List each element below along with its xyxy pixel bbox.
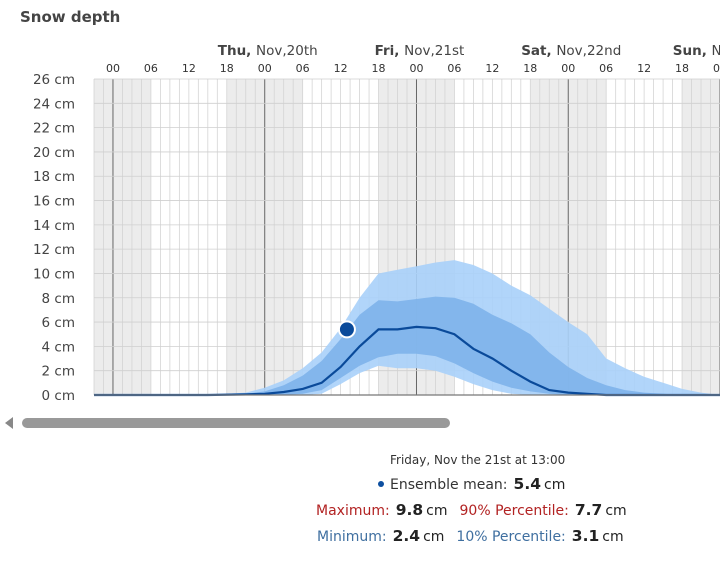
y-tick-label: 12 cm <box>33 242 75 258</box>
y-axis-labels: 0 cm 2 cm 4 cm 6 cm 8 cm 10 cm 12 cm 14 cm 16 cm… <box>33 72 75 404</box>
day-label: Sat, Nov,22nd <box>521 43 621 59</box>
x-hour-label: 00 <box>713 62 720 75</box>
y-tick-label: 6 cm <box>42 315 75 331</box>
horizontal-scrollbar-thumb[interactable] <box>22 418 450 428</box>
x-hour-label: 06 <box>144 62 158 75</box>
y-tick-label: 10 cm <box>33 266 75 282</box>
p90-value: 7.7 <box>574 501 603 519</box>
mean-label: Ensemble mean: <box>390 477 508 493</box>
p10-label: 10% Percentile: <box>456 529 566 545</box>
x-hour-label: 06 <box>296 62 310 75</box>
y-tick-label: 14 cm <box>33 218 75 234</box>
y-tick-label: 20 cm <box>33 145 75 161</box>
y-tick-label: 26 cm <box>33 72 75 88</box>
x-hour-label: 00 <box>561 62 575 75</box>
y-tick-label: 0 cm <box>42 388 75 404</box>
x-hour-label: 12 <box>485 62 499 75</box>
x-hour-label: 18 <box>675 62 689 75</box>
p10-value: 3.1 <box>571 527 600 545</box>
minimum-unit: cm <box>423 529 445 545</box>
tooltip-datetime: Friday, Nov the 21st at 13:00 <box>390 453 566 467</box>
y-tick-label: 22 cm <box>33 121 75 137</box>
tooltip-min-row: Minimum: 2.4 cm 10% Percentile: 3.1 cm <box>317 527 636 545</box>
x-hour-label: 18 <box>220 62 234 75</box>
maximum-label: Maximum: <box>316 503 390 519</box>
x-hour-label: 12 <box>334 62 348 75</box>
mean-value: 5.4 <box>513 475 541 493</box>
day-label: Sun, Nov,23rd <box>673 43 720 59</box>
y-tick-label: 2 cm <box>42 364 75 380</box>
x-hour-label: 06 <box>447 62 461 75</box>
y-tick-label: 18 cm <box>33 169 75 185</box>
p90-unit: cm <box>605 503 627 519</box>
y-tick-label: 8 cm <box>42 291 75 307</box>
mean-unit: cm <box>544 477 566 493</box>
y-tick-label: 24 cm <box>33 96 75 112</box>
scroll-left-arrow-icon[interactable] <box>5 417 13 429</box>
highlight-marker <box>337 320 356 339</box>
x-hour-label: 00 <box>409 62 423 75</box>
x-axis-hour-labels: 0006121800061218000612180006121800061218 <box>106 62 720 75</box>
x-hour-label: 06 <box>599 62 613 75</box>
tooltip-max-row: Maximum: 9.8 cm 90% Percentile: 7.7 cm <box>316 501 639 519</box>
minimum-value: 2.4 <box>392 527 421 545</box>
y-tick-label: 4 cm <box>42 339 75 355</box>
maximum-value: 9.8 <box>395 501 424 519</box>
x-hour-label: 00 <box>106 62 120 75</box>
day-labels: Thu, Nov,20th Fri, Nov,21st Sat, Nov,22nd S… <box>218 43 720 59</box>
x-hour-label: 12 <box>637 62 651 75</box>
tooltip-mean-row: Ensemble mean: 5.4 cm <box>378 475 577 493</box>
snow-depth-chart[interactable]: 0 cm 2 cm 4 cm 6 cm 8 cm 10 cm 12 cm 14 cm 16 cm… <box>0 0 720 410</box>
p10-unit: cm <box>602 529 624 545</box>
x-hour-label: 18 <box>523 62 537 75</box>
day-label: Thu, Nov,20th <box>218 43 318 59</box>
mean-dot-icon <box>378 481 384 487</box>
highlight-point <box>337 320 356 339</box>
x-hour-label: 00 <box>258 62 272 75</box>
chart-title: Snow depth <box>20 8 121 26</box>
y-tick-label: 16 cm <box>33 194 75 210</box>
p90-label: 90% Percentile: <box>459 503 569 519</box>
day-label: Fri, Nov,21st <box>375 43 465 59</box>
x-hour-label: 18 <box>372 62 386 75</box>
x-hour-label: 12 <box>182 62 196 75</box>
p10-p90-area <box>94 296 720 395</box>
maximum-unit: cm <box>426 503 448 519</box>
minimum-label: Minimum: <box>317 529 387 545</box>
